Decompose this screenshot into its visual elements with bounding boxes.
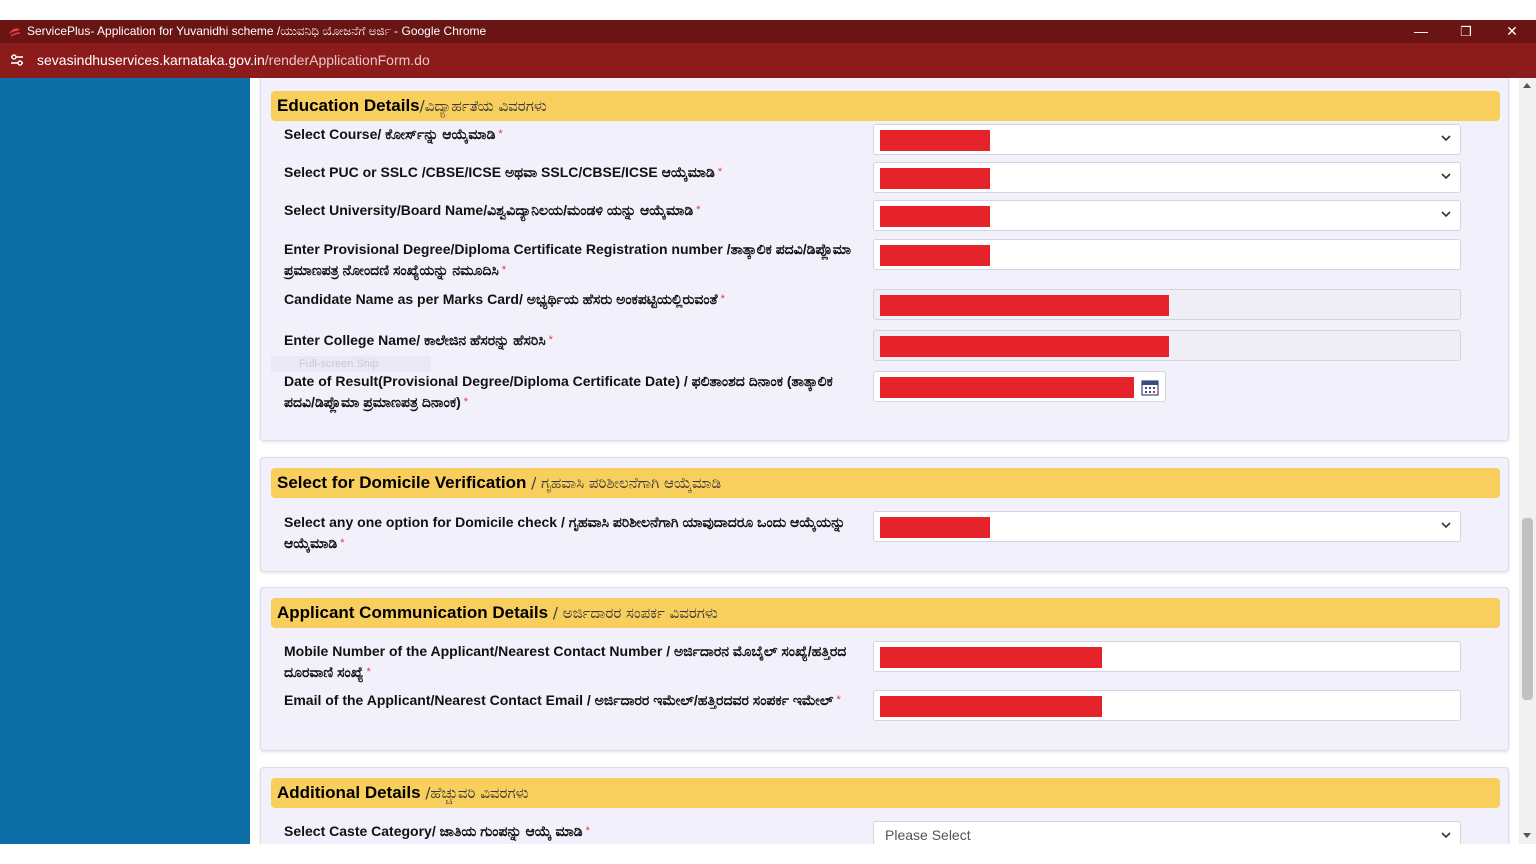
select-puc-sslc-label: Select PUC or SSLC /CBSE/ICSE ಅಥವಾ SSLC/…: [284, 164, 723, 180]
redacted-value: [880, 206, 990, 227]
chevron-down-icon: [1441, 211, 1451, 218]
calendar-icon[interactable]: [1141, 379, 1159, 396]
page-scrollbar[interactable]: [1519, 78, 1536, 844]
url-text[interactable]: sevasindhuservices.karnataka.gov.in/rend…: [37, 52, 430, 68]
close-button[interactable]: ✕: [1506, 23, 1518, 39]
chevron-down-icon: [1441, 832, 1451, 839]
redacted-value: [880, 245, 990, 266]
scroll-down-arrow-icon[interactable]: [1523, 833, 1531, 838]
college-name-label: Enter College Name/ ಕಾಲೇಜಿನ ಹೆಸರನ್ನು ಹೆಸ…: [284, 332, 553, 348]
university-select[interactable]: [873, 200, 1461, 231]
url-path: /renderApplicationForm.do: [264, 52, 430, 68]
domicile-verification-header: Select for Domicile Verification / ಗೃಹವಾ…: [271, 468, 1500, 498]
redacted-value: [880, 336, 1169, 357]
course-select[interactable]: [873, 124, 1461, 155]
domicile-verification-card: Select for Domicile Verification / ಗೃಹವಾ…: [260, 457, 1509, 572]
redacted-value: [880, 295, 1169, 316]
email-label: Email of the Applicant/Nearest Contact E…: [284, 692, 841, 708]
chevron-down-icon: [1441, 522, 1451, 529]
app-logo-icon: [9, 28, 21, 37]
redacted-value: [880, 130, 990, 151]
domicile-option-select[interactable]: [873, 511, 1461, 542]
window-title: ServicePlus- Application for Yuvanidhi s…: [27, 24, 487, 38]
scroll-up-arrow-icon[interactable]: [1523, 83, 1531, 88]
select-university-label: Select University/Board Name/ವಿಶ್ವವಿದ್ಯಾ…: [284, 202, 701, 218]
education-details-card: Education Details/ವಿದ್ಯಾರ್ಹತೆಯ ವಿವರಗಳು S…: [260, 78, 1509, 441]
communication-details-card: Applicant Communication Details / ಅರ್ಜಿದ…: [260, 587, 1509, 751]
url-host: sevasindhuservices.karnataka.gov.in: [37, 52, 265, 68]
select-course-label: Select Course/ ಕೋರ್ಸ್‌ನ್ನು ಆಯ್ಕೆಮಾಡಿ *: [284, 126, 503, 142]
restore-button[interactable]: ❐: [1460, 24, 1472, 39]
minimize-button[interactable]: —: [1414, 23, 1428, 39]
snip-overlay-text: Full-screen Snip: [271, 356, 431, 372]
additional-details-card: Additional Details /ಹೆಚ್ಚುವರಿ ವಿವರಗಳು Se…: [260, 767, 1509, 844]
result-date-input[interactable]: [873, 371, 1166, 402]
registration-number-input[interactable]: [873, 239, 1461, 270]
redacted-value: [880, 517, 990, 538]
registration-number-label: Enter Provisional Degree/Diploma Certifi…: [284, 241, 852, 278]
site-settings-icon[interactable]: [10, 53, 24, 67]
redacted-value: [880, 168, 990, 189]
candidate-name-label: Candidate Name as per Marks Card/ ಅಭ್ಯರ್…: [284, 291, 725, 307]
chevron-down-icon: [1441, 135, 1451, 142]
redacted-value: [880, 377, 1134, 398]
application-form: Education Details/ವಿದ್ಯಾರ್ಹತೆಯ ವಿವರಗಳು S…: [250, 78, 1519, 844]
domicile-option-label: Select any one option for Domicile check…: [284, 514, 846, 551]
address-bar[interactable]: sevasindhuservices.karnataka.gov.in/rend…: [0, 43, 1536, 78]
email-input[interactable]: [873, 690, 1461, 721]
chevron-down-icon: [1441, 173, 1451, 180]
scrollbar-thumb[interactable]: [1522, 518, 1533, 700]
mobile-number-input[interactable]: [873, 641, 1461, 672]
sidebar-panel: [0, 78, 250, 844]
additional-details-header: Additional Details /ಹೆಚ್ಚುವರಿ ವಿವರಗಳು: [271, 778, 1500, 808]
redacted-value: [880, 647, 1102, 668]
communication-details-header: Applicant Communication Details / ಅರ್ಜಿದ…: [271, 598, 1500, 628]
result-date-label: Date of Result(Provisional Degree/Diplom…: [284, 373, 833, 410]
candidate-name-field: [873, 289, 1461, 320]
select-placeholder: Please Select: [885, 827, 971, 843]
window-titlebar: ServicePlus- Application for Yuvanidhi s…: [0, 20, 1536, 43]
mobile-number-label: Mobile Number of the Applicant/Nearest C…: [284, 643, 847, 680]
education-details-header: Education Details/ವಿದ್ಯಾರ್ಹತೆಯ ವಿವರಗಳು: [271, 91, 1500, 121]
caste-category-select[interactable]: Please Select: [873, 821, 1461, 844]
puc-sslc-select[interactable]: [873, 162, 1461, 193]
caste-category-label: Select Caste Category/ ಜಾತಿಯ ಗುಂಪನ್ನು ಆಯ…: [284, 823, 590, 839]
redacted-value: [880, 696, 1102, 717]
college-name-field: [873, 330, 1461, 361]
